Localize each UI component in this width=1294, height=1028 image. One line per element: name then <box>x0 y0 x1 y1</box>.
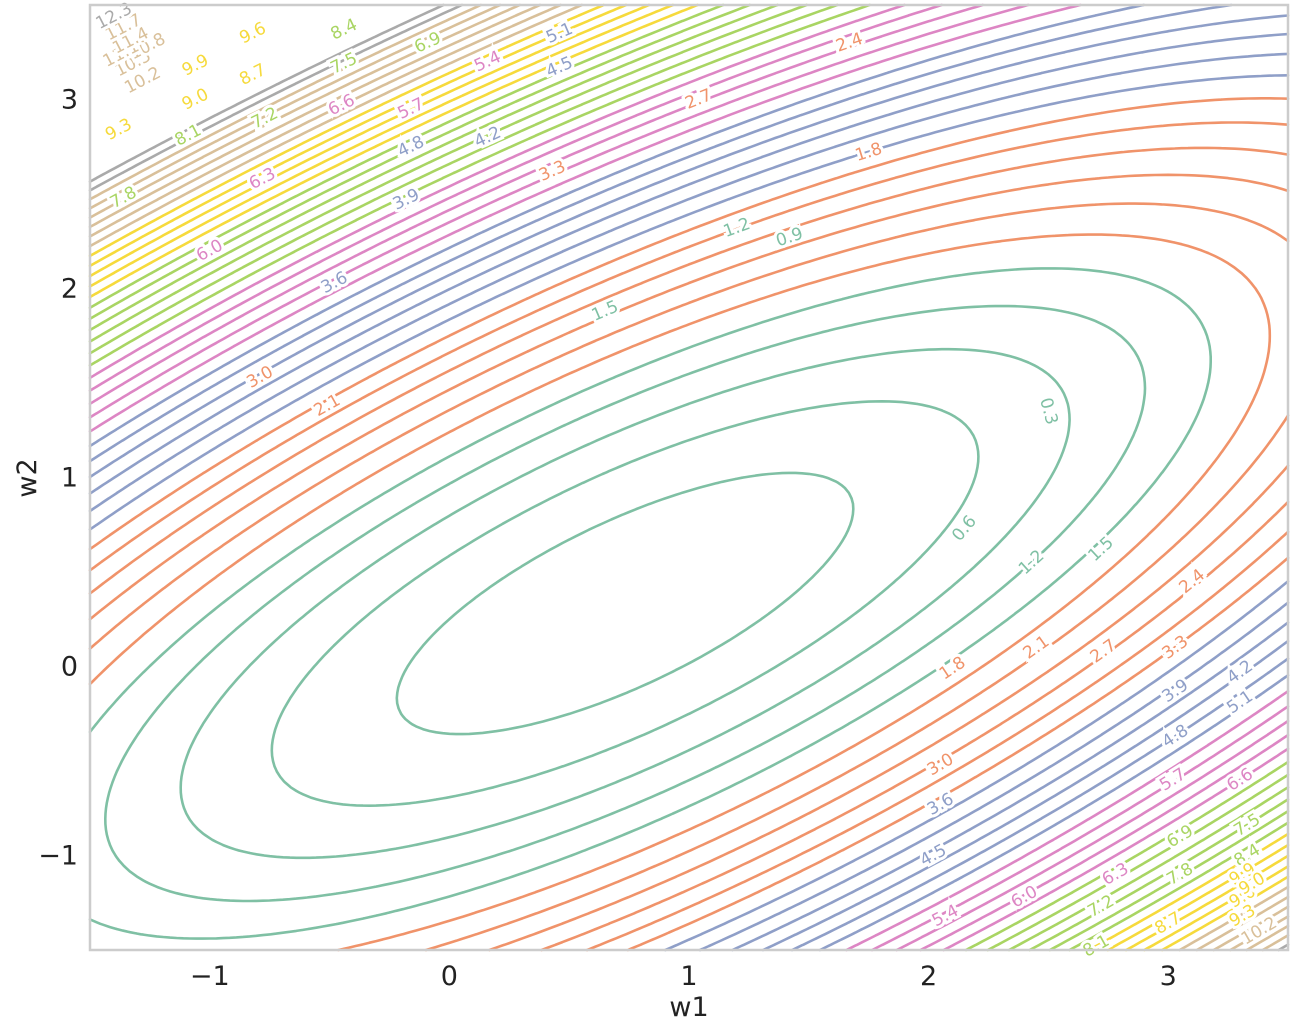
contour-line-8-7 <box>88 3 1290 952</box>
x-tick-label: 2 <box>920 961 937 992</box>
y-axis-label: w2 <box>12 458 43 497</box>
x-tick-label: 3 <box>1160 961 1177 992</box>
y-tick-label: 1 <box>61 463 78 494</box>
contour-line-10-5 <box>88 3 1290 952</box>
x-tick-label: −1 <box>190 961 230 992</box>
y-tick-label: 0 <box>61 652 78 683</box>
y-tick-label: 2 <box>61 274 78 305</box>
contour-line-8-1 <box>88 3 1290 952</box>
contour-line-1-5 <box>88 267 1212 940</box>
contour-line-12-3 <box>88 3 445 183</box>
contour-line-6 <box>88 3 1290 952</box>
y-tick-label: −1 <box>38 841 78 872</box>
contour-line-4-5 <box>88 14 1290 952</box>
y-axis-ticks: −1 0 1 2 3 <box>38 85 78 872</box>
contour-line-0-3 <box>395 471 855 736</box>
x-tick-label: 0 <box>441 961 458 992</box>
x-axis-ticks: −1 0 1 2 3 <box>190 961 1177 992</box>
contour-line-0-9 <box>179 347 1071 860</box>
contour-lines <box>88 3 1290 952</box>
contour-line-7-8 <box>88 3 1290 952</box>
contour-line-0-6 <box>270 400 980 807</box>
contour-line-11-7 <box>88 3 1290 952</box>
x-tick-label: 1 <box>680 961 697 992</box>
contour-line-9-9 <box>88 3 1290 952</box>
plot-frame <box>88 3 1290 952</box>
y-tick-label: 3 <box>61 85 78 116</box>
x-axis-label: w1 <box>669 992 708 1023</box>
contour-line-7-5 <box>88 3 1290 952</box>
contour-line-8-4 <box>88 3 1290 952</box>
contour-line-1-2 <box>104 304 1147 903</box>
